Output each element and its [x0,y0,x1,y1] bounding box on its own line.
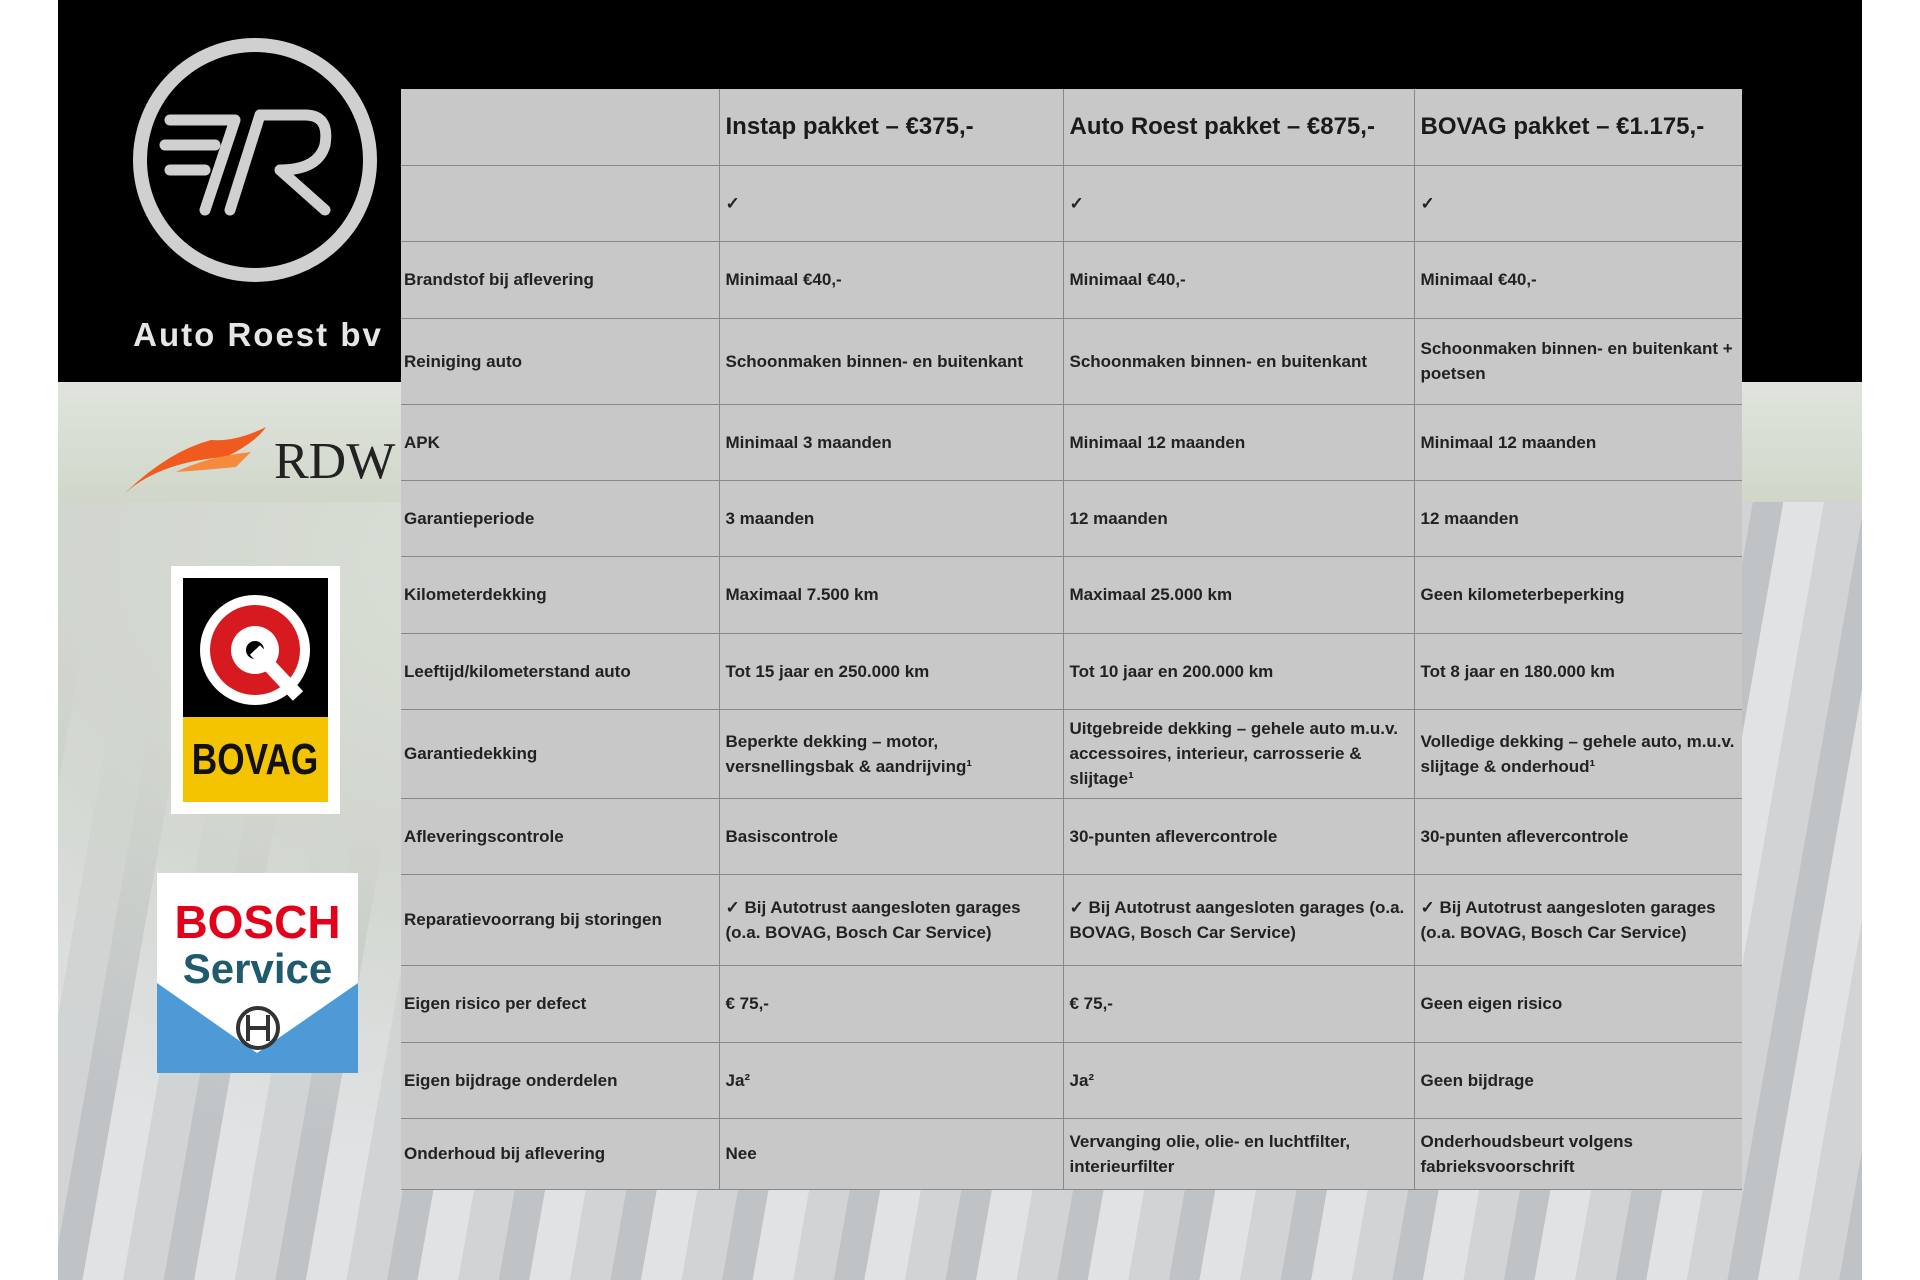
table-cell: Geen eigen risico [1413,964,1742,1043]
auto-roest-logo [133,38,377,282]
table-header-row: Instap pakket – €375,- Auto Roest pakket … [401,89,1742,166]
row-label: Eigen risico per defect [401,964,720,1043]
table-cell: Minimaal 3 maanden [718,403,1064,481]
column-header: BOVAG pakket – €1.175,- [1413,89,1742,166]
table-cell: 12 maanden [1413,479,1742,557]
table-row: Eigen bijdrage onderdelen Ja² Ja² Geen bijd… [401,1041,1742,1119]
table-cell: ✓ [718,164,1064,242]
table-cell: € 75,- [1062,964,1415,1043]
table-row: Leeftijd/kilometerstand auto Tot 15 jaar … [401,632,1742,710]
table-cell: Onderhoudsbeurt volgens fabrieksvoorschr… [1413,1117,1742,1190]
rdw-label: RDW [274,433,396,490]
bosch-label: BOSCH [174,896,341,948]
row-label: Reparatievoorrang bij storingen [401,873,720,966]
service-label: Service [182,945,333,992]
table-cell: Uitgebreide dekking – gehele auto m.u.v.… [1062,708,1415,799]
row-label [401,164,720,242]
table-cell: ✓ [1062,164,1415,242]
bovag-label: BOVAG [192,734,319,784]
row-label: Reiniging auto [401,317,720,405]
table-cell: Beperkte dekking – motor, versnellingsba… [718,708,1064,799]
table-row: Reparatievoorrang bij storingen ✓ Bij Aut… [401,873,1742,966]
table-cell: Minimaal €40,- [1062,240,1415,319]
table-cell: Geen kilometerbeperking [1413,555,1742,634]
table-cell: Schoonmaken binnen- en buitenkant [718,317,1064,405]
table-cell: Geen bijdrage [1413,1041,1742,1119]
table-row: Afleveringscontrole Basiscontrole 30-punte… [401,797,1742,875]
row-label: Garantieperiode [401,479,720,557]
rdw-logo: RDW [116,422,406,502]
table-cell: Minimaal €40,- [1413,240,1742,319]
table-row: Brandstof bij aflevering Minimaal €40,- Mi… [401,240,1742,319]
row-label: APK [401,403,720,481]
table-cell: ✓ [1413,164,1742,242]
row-label: Afleveringscontrole [401,797,720,875]
table-row: Eigen risico per defect € 75,- € 75,- Geen … [401,964,1742,1043]
column-header: Instap pakket – €375,- [718,89,1064,166]
table-cell: Ja² [718,1041,1064,1119]
table-cell: 3 maanden [718,479,1064,557]
table-cell: Tot 10 jaar en 200.000 km [1062,632,1415,710]
table-cell: Vervanging olie, olie- en luchtfilter, i… [1062,1117,1415,1190]
table-cell: Minimaal 12 maanden [1413,403,1742,481]
table-cell: Maximaal 25.000 km [1062,555,1415,634]
table-cell: Basiscontrole [718,797,1064,875]
table-row: APK Minimaal 3 maanden Minimaal 12 maanden… [401,403,1742,481]
table-cell: Minimaal €40,- [718,240,1064,319]
table-cell: € 75,- [718,964,1064,1043]
row-label: Onderhoud bij aflevering [401,1117,720,1190]
table-cell: Schoonmaken binnen- en buitenkant + poet… [1413,317,1742,405]
table-cell: Minimaal 12 maanden [1062,403,1415,481]
bosch-service-logo: BOSCH Service [157,873,358,1073]
bovag-emblem-icon [200,595,310,705]
table-cell: ✓ Bij Autotrust aangesloten garages (o.a… [718,873,1064,966]
row-label: Eigen bijdrage onderdelen [401,1041,720,1119]
table-cell: Maximaal 7.500 km [718,555,1064,634]
column-header: Auto Roest pakket – €875,- [1062,89,1415,166]
table-cell: Nee [718,1117,1064,1190]
row-label: Garantiedekking [401,708,720,799]
table-row: Garantiedekking Beperkte dekking – motor,… [401,708,1742,799]
table-cell: 30-punten aflevercontrole [1413,797,1742,875]
table-row: Onderhoud bij aflevering Nee Vervanging ol… [401,1117,1742,1190]
table-cell: Volledige dekking – gehele auto, m.u.v. … [1413,708,1742,799]
table-row: Kilometerdekking Maximaal 7.500 km Maximaa… [401,555,1742,634]
table-cell: 12 maanden [1062,479,1415,557]
table-cell: Ja² [1062,1041,1415,1119]
table-cell: ✓ Bij Autotrust aangesloten garages (o.a… [1413,873,1742,966]
row-label: Leeftijd/kilometerstand auto [401,632,720,710]
table-row: ✓ ✓ ✓ [401,164,1742,242]
table-row: Reiniging auto Schoonmaken binnen- en bui… [401,317,1742,405]
bovag-logo: BOVAG [171,566,340,814]
bosch-armature-icon [236,1006,280,1050]
table-cell: Tot 8 jaar en 180.000 km [1413,632,1742,710]
table-cell: Tot 15 jaar en 250.000 km [718,632,1064,710]
table-cell: ✓ Bij Autotrust aangesloten garages (o.a… [1062,873,1415,966]
package-comparison-table: Instap pakket – €375,- Auto Roest pakket … [401,89,1742,1190]
table-row: Garantieperiode 3 maanden 12 maanden 12 maa… [401,479,1742,557]
row-label: Kilometerdekking [401,555,720,634]
column-header [401,89,720,166]
brand-name: Auto Roest bv [133,316,383,353]
table-cell: Schoonmaken binnen- en buitenkant [1062,317,1415,405]
table-cell: 30-punten aflevercontrole [1062,797,1415,875]
row-label: Brandstof bij aflevering [401,240,720,319]
